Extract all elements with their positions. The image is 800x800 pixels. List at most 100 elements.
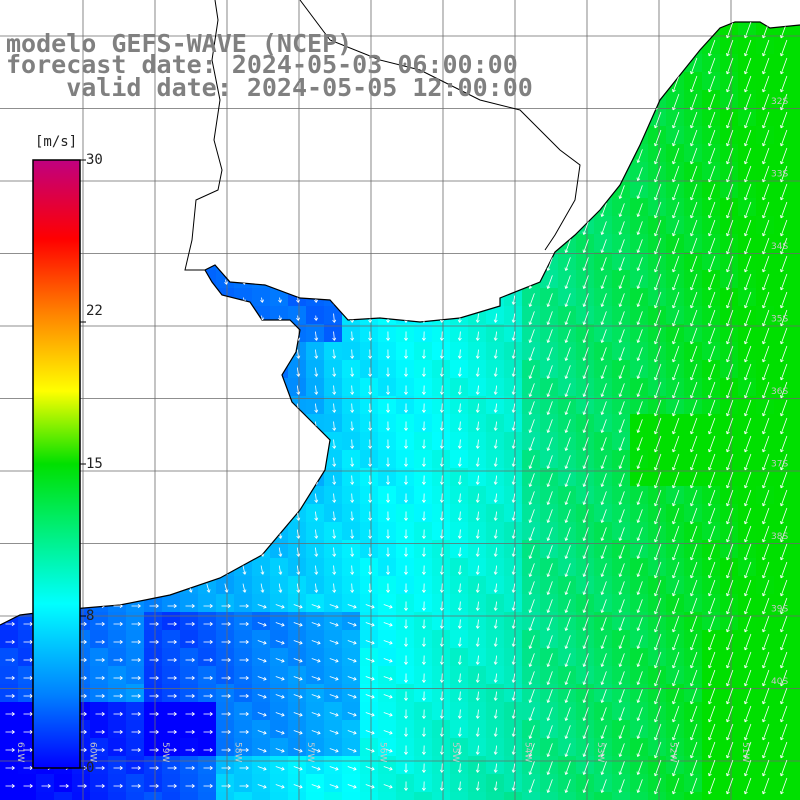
speed-cell [594, 702, 612, 720]
wind-arrow [726, 22, 734, 39]
speed-cell [432, 432, 450, 450]
speed-cell [360, 630, 378, 648]
speed-cell [522, 648, 540, 666]
speed-cell [738, 180, 756, 198]
speed-cell [792, 774, 800, 792]
speed-cell [144, 648, 162, 666]
speed-cell [360, 576, 378, 594]
speed-cell [792, 108, 800, 126]
speed-cell [756, 306, 774, 324]
speed-cell [630, 468, 648, 486]
speed-cell [666, 504, 684, 522]
speed-cell [666, 252, 684, 270]
speed-cell [450, 648, 468, 666]
speed-cell [594, 756, 612, 774]
speed-cell [126, 702, 144, 720]
speed-cell [468, 702, 486, 720]
speed-cell [738, 594, 756, 612]
speed-cell [612, 324, 630, 342]
speed-cell [738, 558, 756, 576]
speed-cell [342, 396, 360, 414]
speed-cell [126, 612, 144, 630]
speed-cell [522, 504, 540, 522]
speed-cell [576, 468, 594, 486]
speed-cell [648, 360, 666, 378]
speed-cell [648, 630, 666, 648]
speed-cell [774, 54, 792, 72]
speed-cell [288, 666, 306, 684]
speed-cell [792, 594, 800, 612]
speed-cell [18, 666, 36, 684]
speed-cell [450, 594, 468, 612]
speed-cell [774, 198, 792, 216]
speed-cell [216, 630, 234, 648]
speed-cell [306, 702, 324, 720]
speed-cell [792, 378, 800, 396]
speed-cell [774, 486, 792, 504]
speed-cell [576, 756, 594, 774]
speed-cell [540, 324, 558, 342]
speed-cell [324, 792, 342, 800]
speed-cell [558, 666, 576, 684]
speed-cell [414, 576, 432, 594]
speed-cell [684, 342, 702, 360]
speed-cell [702, 306, 720, 324]
speed-cell [396, 756, 414, 774]
speed-cell [720, 666, 738, 684]
speed-cell [180, 720, 198, 738]
speed-cell [702, 162, 720, 180]
speed-cell [720, 756, 738, 774]
speed-cell [630, 576, 648, 594]
latitude-label: 36S [771, 387, 788, 397]
longitude-label: 52W [668, 742, 678, 762]
speed-cell [414, 630, 432, 648]
speed-cell [450, 450, 468, 468]
speed-cell [252, 666, 270, 684]
speed-cell [576, 522, 594, 540]
speed-cell [270, 720, 288, 738]
speed-cell [540, 738, 558, 756]
speed-cell [144, 720, 162, 738]
speed-cell [594, 342, 612, 360]
speed-cell [108, 756, 126, 774]
speed-cell [684, 576, 702, 594]
speed-cell [504, 450, 522, 468]
speed-cell [558, 468, 576, 486]
speed-cell [648, 486, 666, 504]
speed-cell [360, 792, 378, 800]
speed-cell [360, 738, 378, 756]
speed-cell [504, 666, 522, 684]
speed-cell [720, 54, 738, 72]
speed-cell [684, 522, 702, 540]
speed-cell [486, 396, 504, 414]
speed-cell [252, 684, 270, 702]
speed-cell [522, 450, 540, 468]
speed-cell [594, 414, 612, 432]
speed-cell [792, 360, 800, 378]
latitude-label: 40S [771, 677, 788, 687]
speed-cell [576, 396, 594, 414]
speed-cell [414, 450, 432, 468]
speed-cell [486, 720, 504, 738]
speed-cell [792, 306, 800, 324]
speed-cell [324, 378, 342, 396]
speed-cell [342, 486, 360, 504]
speed-cell [738, 450, 756, 468]
speed-cell [702, 270, 720, 288]
speed-cell [468, 342, 486, 360]
speed-cell [486, 414, 504, 432]
speed-cell [522, 630, 540, 648]
speed-cell [396, 540, 414, 558]
speed-cell [396, 612, 414, 630]
speed-cell [666, 90, 684, 108]
speed-cell [558, 576, 576, 594]
speed-cell [504, 468, 522, 486]
speed-cell [540, 774, 558, 792]
speed-cell [720, 702, 738, 720]
wind-arrow [672, 111, 680, 129]
speed-cell [378, 342, 396, 360]
speed-cell [324, 486, 342, 504]
speed-cell [306, 504, 324, 522]
speed-cell [450, 360, 468, 378]
speed-cell [450, 558, 468, 576]
